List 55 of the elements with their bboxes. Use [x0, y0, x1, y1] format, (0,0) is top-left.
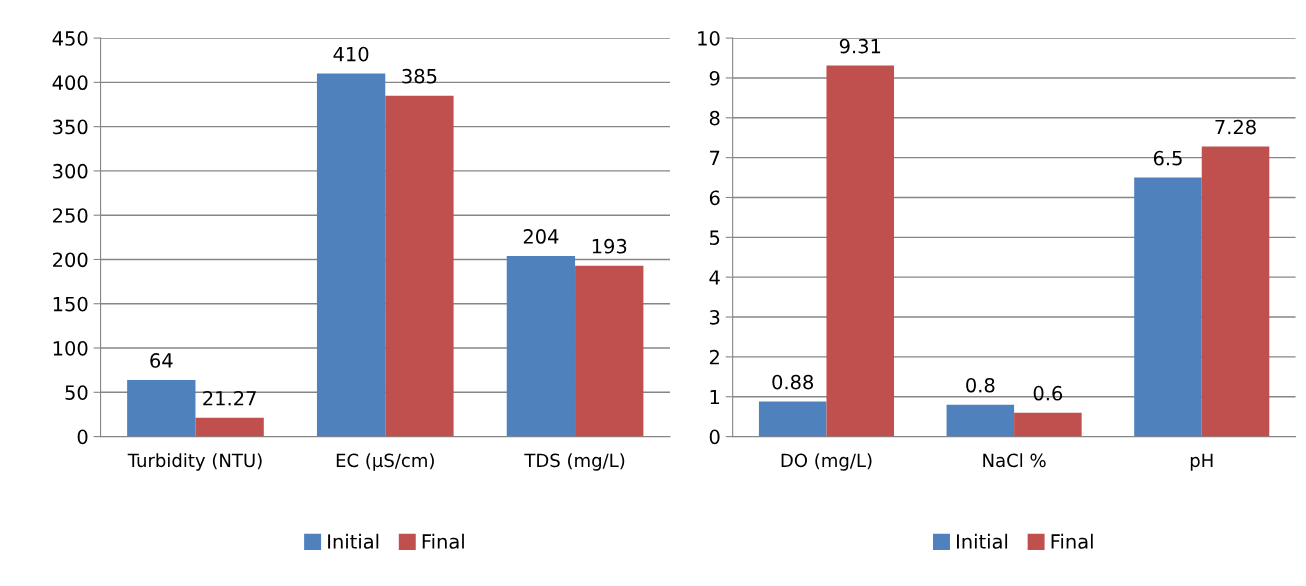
- y-tick-label: 400: [52, 75, 88, 91]
- y-tick-label: 450: [52, 31, 88, 46]
- legend-label: Initial: [956, 533, 1008, 549]
- y-tick-label: 6: [709, 190, 720, 206]
- bar: [575, 265, 644, 437]
- y-tick-label: 4: [709, 270, 720, 285]
- y-tick-label: 0: [77, 429, 88, 445]
- data-label: 410: [333, 46, 369, 62]
- y-tick-label: 350: [53, 119, 88, 135]
- legend-label: Final: [422, 533, 464, 549]
- x-tick-label: pH: [1190, 453, 1213, 471]
- y-tick-label: 9: [709, 70, 720, 86]
- data-label: 21.27: [203, 390, 256, 406]
- x-tick-label: TDS (mg/L): [524, 453, 625, 471]
- bar: [316, 73, 386, 437]
- x-tick-label: DO (mg/L): [781, 453, 872, 471]
- bar: [826, 65, 895, 437]
- data-label: 385: [402, 68, 437, 84]
- bar: [195, 417, 264, 437]
- data-label: 0.6: [1033, 385, 1063, 401]
- y-tick-label: 0: [709, 429, 720, 445]
- bar: [758, 401, 827, 437]
- y-tick-label: 250: [53, 208, 88, 223]
- bar: [1201, 146, 1270, 437]
- y-tick-label: 7: [710, 150, 720, 166]
- bar: [1014, 412, 1082, 437]
- y-tick-label: 200: [53, 252, 88, 268]
- x-tick-label: NaCl %: [983, 453, 1046, 468]
- data-label: 7.28: [1215, 119, 1256, 135]
- data-label: 0.88: [772, 374, 814, 390]
- data-label: 9.31: [839, 38, 881, 54]
- legend-label: Initial: [328, 533, 379, 549]
- bar: [946, 404, 1015, 437]
- bar: [1134, 177, 1202, 437]
- data-label: 6.5: [1153, 150, 1182, 166]
- bar: [506, 255, 576, 437]
- y-tick-label: 150: [53, 296, 88, 312]
- y-tick-label: 3: [709, 309, 720, 325]
- y-tick-label: 1: [710, 389, 720, 405]
- y-tick-label: 50: [65, 385, 88, 400]
- y-tick-label: 8: [709, 110, 720, 126]
- data-label: 0.8: [966, 377, 995, 393]
- y-tick-label: 5: [709, 230, 720, 245]
- x-tick-label: EC (µS/cm): [336, 453, 434, 471]
- y-tick-label: 300: [53, 163, 88, 179]
- data-label: 204: [523, 229, 559, 244]
- data-label: 193: [592, 238, 627, 254]
- y-tick-label: 2: [709, 349, 719, 365]
- bar: [385, 95, 454, 437]
- x-tick-label: Turbidity (NTU): [127, 453, 262, 471]
- data-label: 64: [150, 353, 173, 368]
- y-tick-label: 100: [53, 340, 88, 356]
- y-tick-label: 10: [698, 31, 720, 46]
- legend-label: Final: [1051, 533, 1093, 549]
- bar: [127, 379, 196, 437]
